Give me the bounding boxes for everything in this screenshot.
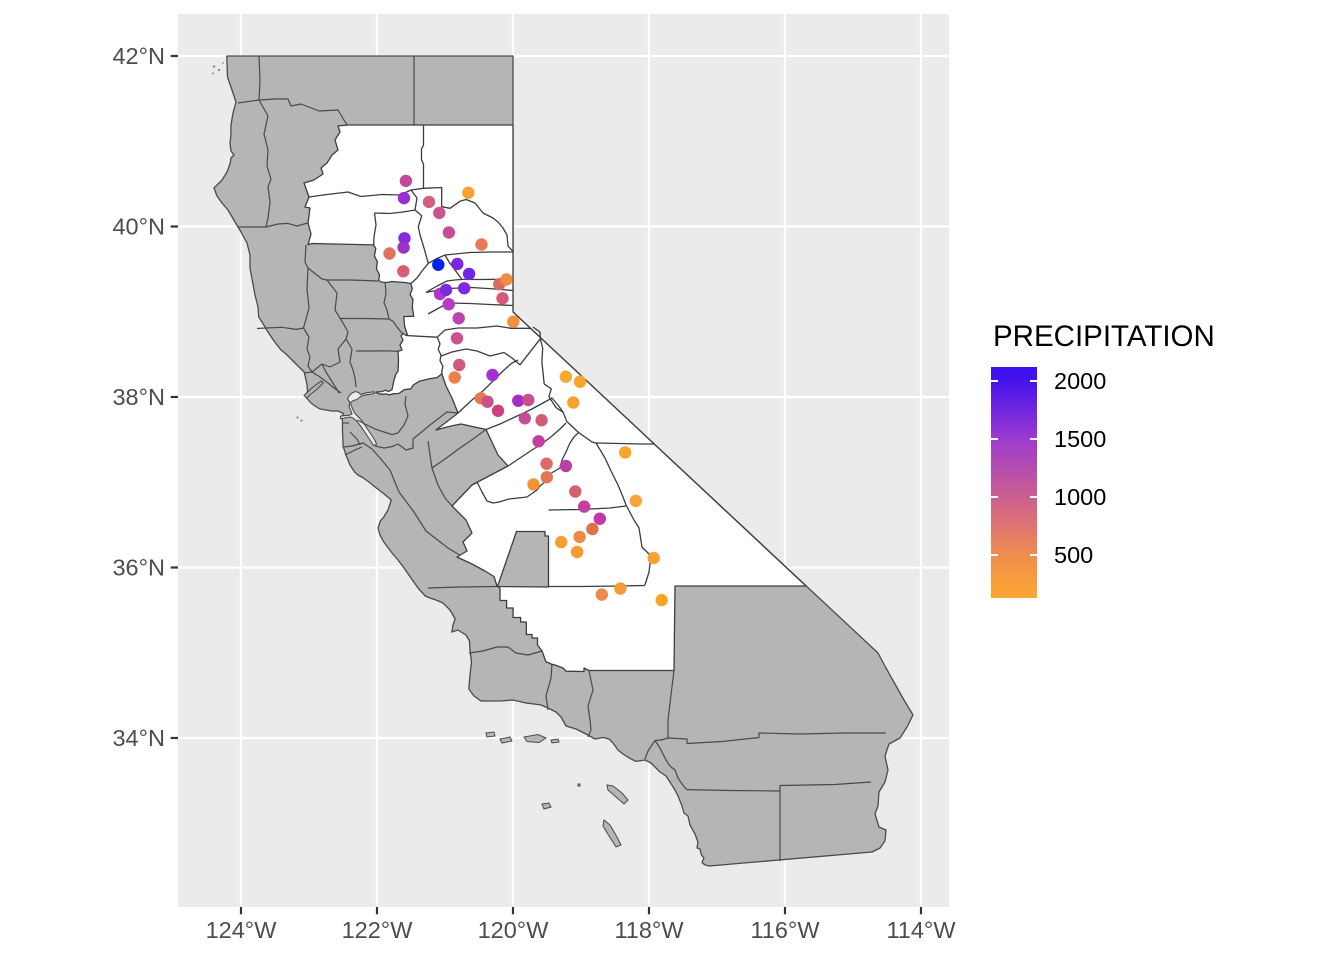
svg-text:118°W: 118°W	[614, 917, 684, 943]
svg-text:38°N: 38°N	[112, 384, 165, 410]
svg-text:1500: 1500	[1054, 426, 1106, 452]
svg-text:114°W: 114°W	[886, 917, 956, 943]
svg-text:36°N: 36°N	[112, 555, 165, 581]
svg-text:PRECIPITATION: PRECIPITATION	[993, 320, 1215, 353]
svg-text:1000: 1000	[1054, 484, 1106, 510]
svg-text:122°W: 122°W	[342, 917, 414, 943]
svg-text:34°N: 34°N	[112, 725, 165, 751]
svg-text:42°N: 42°N	[112, 43, 165, 69]
svg-text:116°W: 116°W	[750, 917, 820, 943]
svg-text:40°N: 40°N	[112, 214, 165, 240]
svg-text:2000: 2000	[1054, 368, 1106, 394]
svg-text:120°W: 120°W	[478, 917, 550, 943]
svg-text:500: 500	[1054, 542, 1093, 568]
svg-text:124°W: 124°W	[206, 917, 278, 943]
